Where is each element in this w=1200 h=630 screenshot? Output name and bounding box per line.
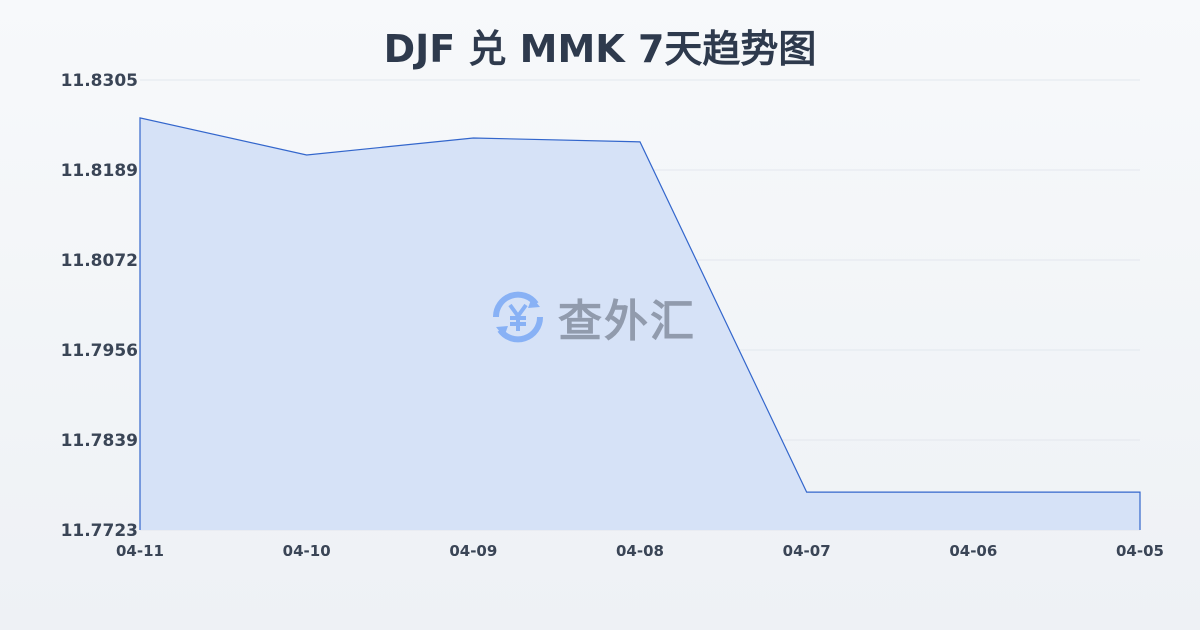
watermark-text: 查外汇 [558,296,696,347]
x-tick-label: 04-10 [283,542,331,560]
x-tick-label: 04-11 [116,542,164,560]
y-tick-label: 11.7839 [61,431,138,451]
y-tick-label: 11.8305 [61,71,138,91]
x-tick-label: 04-05 [1116,542,1164,560]
x-tick-label: 04-07 [783,542,831,560]
area-fill [140,117,1140,530]
series-line [139,117,1141,530]
y-tick-label: 11.8189 [61,161,138,181]
x-tick-label: 04-09 [449,542,497,560]
x-tick-label: 04-08 [616,542,664,560]
y-tick-label: 11.7723 [61,521,138,541]
chart-title: DJF 兑 MMK 7天趋势图 [383,27,817,71]
x-tick-label: 04-06 [949,542,997,560]
y-tick-label: 11.8072 [61,251,138,271]
y-tick-label: 11.7956 [61,341,138,361]
watermark: 查外汇 [488,285,696,349]
yen-exchange-icon [492,291,544,343]
